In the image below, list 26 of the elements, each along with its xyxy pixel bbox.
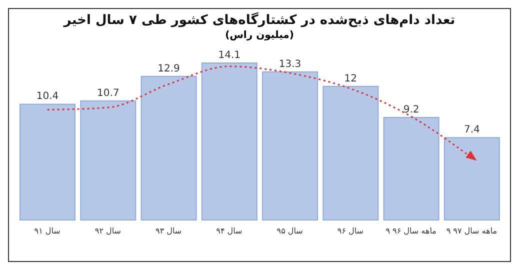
bar: [322, 86, 379, 220]
x-tick-label: ۹ ماهه سال ۹۶: [386, 226, 436, 236]
x-tick-label: سال ۹۶: [337, 226, 364, 236]
x-tick-label: ۹ ماهه سال ۹۷: [446, 226, 498, 236]
bar: [80, 100, 136, 220]
data-label: 9.2: [403, 104, 420, 116]
chart-subtitle: (میلیون راس): [224, 30, 295, 41]
chart-title: تعداد دام‌های ذبح‌شده در کشتارگاه‌های کشور طی ۷ سال اخیر: [62, 13, 456, 28]
bar: [201, 62, 258, 220]
data-label: 12: [344, 73, 358, 84]
bar: [140, 76, 197, 220]
bar: [262, 71, 318, 220]
data-label: 10.4: [36, 91, 59, 102]
x-tick-label: سال ۹۱: [34, 226, 61, 236]
data-label: 7.4: [464, 124, 480, 136]
bar: [383, 117, 440, 220]
data-label: 10.7: [97, 88, 120, 99]
data-label: 14.1: [218, 50, 241, 61]
x-tick-label: سال ۹۴: [216, 226, 243, 236]
x-tick-label: سال ۹۳: [156, 226, 182, 236]
bar: [444, 137, 500, 220]
x-tick-label: سال ۹۵: [276, 226, 304, 236]
data-label: 12.9: [158, 63, 180, 74]
x-tick-label: سال ۹۲: [94, 226, 122, 236]
bar: [20, 104, 76, 220]
data-label: 13.3: [278, 58, 302, 70]
